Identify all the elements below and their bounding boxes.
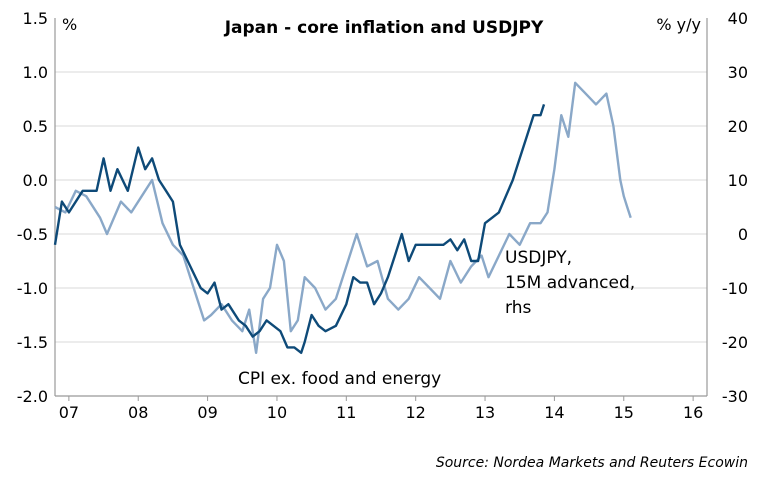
right-axis-tick-label: 30 <box>728 63 748 82</box>
left-axis-tick-label: -0.5 <box>17 225 48 244</box>
left-axis-tick-label: -1.5 <box>17 333 48 352</box>
cpi-annotation: CPI ex. food and energy <box>238 369 441 389</box>
cpi-series-line <box>53 104 546 354</box>
left-axis-tick-label: 0.0 <box>23 171 48 190</box>
source-note: Source: Nordea Markets and Reuters Ecowi… <box>435 455 748 471</box>
right-axis-tick-label: 40 <box>728 9 748 28</box>
left-axis-ticks: 1.5 1.0 0.5 0.0 -0.5 -1.0 -1.5 -2.0 <box>17 9 48 406</box>
usdjpy-annotation-line-2: 15M advanced, <box>505 273 635 293</box>
x-axis-tick-label: 08 <box>128 403 148 422</box>
x-axis-tick-label: 11 <box>336 403 356 422</box>
x-axis-tick-label: 09 <box>197 403 217 422</box>
right-axis-tick-label: -10 <box>722 279 748 298</box>
usdjpy-annotation-line-3: rhs <box>505 298 531 318</box>
right-axis-tick-label: 0 <box>738 225 748 244</box>
left-axis-tick-label: -2.0 <box>17 387 48 406</box>
right-axis-tick-label: 20 <box>728 117 748 136</box>
x-axis-tick-label: 16 <box>683 403 703 422</box>
right-axis-ticks: 40 30 20 10 0 -10 -20 -30 <box>722 9 748 406</box>
chart-title: Japan - core inflation and USDJPY <box>224 18 544 38</box>
x-axis-tick-label: 14 <box>544 403 564 422</box>
gridlines <box>55 71 707 343</box>
right-axis-unit: % y/y <box>656 15 701 34</box>
usdjpy-annotation-line-1: USDJPY, <box>505 248 572 268</box>
right-axis-tick-label: -20 <box>722 333 748 352</box>
x-axis-tick-label: 13 <box>475 403 495 422</box>
x-axis-tick-label: 10 <box>267 403 287 422</box>
x-axis-tick-label: 15 <box>614 403 634 422</box>
x-axis-ticks: 07 08 09 10 11 12 13 14 15 16 <box>59 396 703 422</box>
x-axis-tick-label: 07 <box>59 403 79 422</box>
usdjpy-series-line <box>54 81 632 354</box>
left-axis-tick-label: -1.0 <box>17 279 48 298</box>
right-axis-tick-label: 10 <box>728 171 748 190</box>
left-axis-tick-label: 1.0 <box>23 63 48 82</box>
left-axis-unit: % <box>62 15 77 34</box>
right-axis-tick-label: -30 <box>722 387 748 406</box>
x-axis-tick-label: 12 <box>406 403 426 422</box>
left-axis-tick-label: 0.5 <box>23 117 48 136</box>
left-axis-tick-label: 1.5 <box>23 9 48 28</box>
